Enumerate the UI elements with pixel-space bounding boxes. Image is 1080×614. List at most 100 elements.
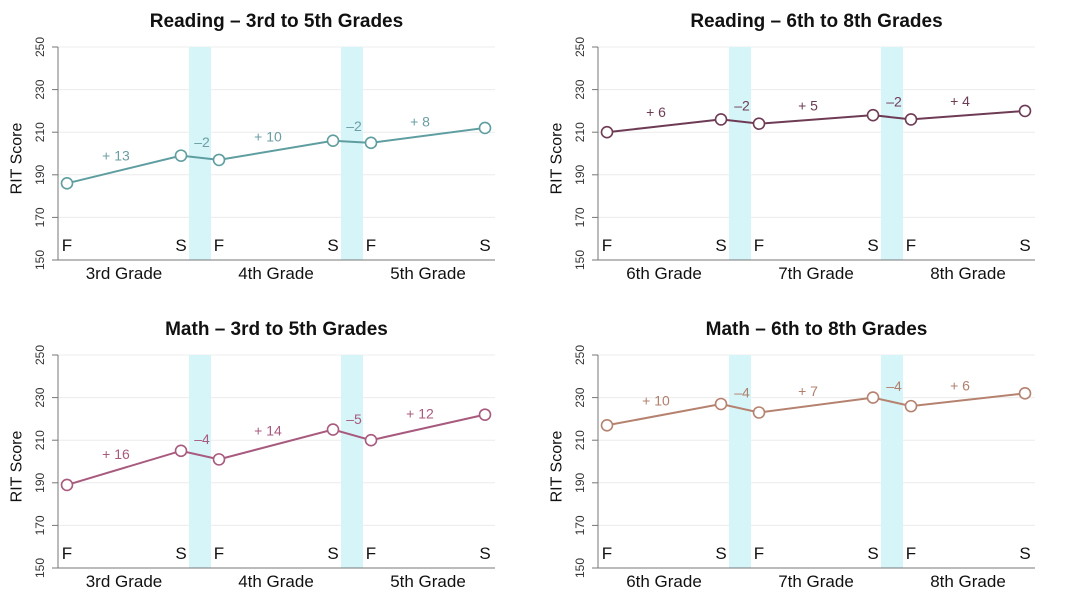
change-label: –4 — [194, 431, 210, 447]
y-tick-label: 190 — [573, 164, 587, 184]
y-tick-label: 210 — [573, 430, 587, 450]
grade-label: 4th Grade — [238, 264, 314, 283]
summer-band — [189, 355, 211, 568]
series-line — [66, 413, 486, 486]
y-tick-label: 250 — [573, 37, 587, 57]
change-label: + 6 — [950, 378, 970, 394]
series-line — [66, 126, 486, 185]
y-tick-label: 210 — [33, 430, 47, 450]
data-point — [866, 391, 880, 404]
data-point — [904, 113, 918, 126]
season-label: S — [175, 236, 186, 255]
change-label: –2 — [886, 93, 902, 109]
change-label: + 8 — [410, 113, 430, 129]
chart-title: Math – 3rd to 5th Grades — [165, 319, 388, 340]
chart-panel: Math – 6th to 8th Grades 150 170 190 210 230 2… — [549, 319, 1035, 591]
chart-panel: Math – 3rd to 5th Grades 150 170 190 210 230 2… — [9, 319, 495, 591]
chart-title: Reading – 6th to 8th Grades — [690, 11, 942, 32]
data-point — [326, 423, 340, 436]
season-label: F — [602, 544, 612, 563]
y-tick-label: 150 — [573, 250, 587, 270]
change-label: + 14 — [254, 422, 282, 438]
grade-label: 6th Grade — [626, 264, 702, 283]
change-label: –5 — [346, 411, 362, 427]
season-label: F — [366, 236, 376, 255]
summer-band — [341, 47, 363, 260]
data-point — [752, 406, 766, 419]
season-label: S — [715, 236, 726, 255]
y-tick-label: 170 — [573, 515, 587, 535]
season-label: F — [62, 236, 72, 255]
change-label: –2 — [346, 118, 362, 134]
grade-label: 8th Grade — [930, 572, 1006, 591]
data-point — [364, 136, 378, 150]
change-label: –4 — [886, 378, 902, 394]
change-label: + 12 — [406, 405, 434, 421]
data-point — [478, 408, 492, 421]
grade-label: 3rd Grade — [86, 264, 163, 283]
data-point — [752, 117, 766, 130]
season-label: F — [754, 544, 764, 563]
grade-label: 8th Grade — [930, 264, 1006, 283]
grade-label: 7th Grade — [778, 264, 854, 283]
data-point — [714, 113, 728, 126]
summer-band — [881, 355, 903, 568]
y-tick-label: 230 — [573, 79, 587, 99]
season-label: S — [327, 236, 338, 255]
season-label: F — [906, 236, 916, 255]
change-label: + 10 — [254, 128, 282, 144]
y-tick-label: 190 — [33, 472, 47, 492]
data-point — [600, 125, 614, 139]
y-tick-label: 250 — [573, 345, 587, 365]
y-tick-label: 170 — [33, 515, 47, 535]
change-label: + 13 — [102, 147, 130, 163]
season-label: F — [602, 236, 612, 255]
grade-label: 5th Grade — [390, 572, 466, 591]
y-tick-label: 210 — [573, 122, 587, 142]
season-label: S — [1019, 544, 1030, 563]
season-label: S — [175, 544, 186, 563]
series-line — [606, 109, 1026, 134]
data-point — [1018, 104, 1032, 118]
y-tick-label: 170 — [33, 207, 47, 227]
y-tick-label: 150 — [573, 558, 587, 578]
summer-band — [881, 47, 903, 260]
data-point — [1018, 387, 1032, 400]
data-point — [60, 177, 74, 190]
change-label: + 5 — [798, 97, 818, 113]
summer-band — [729, 47, 751, 260]
season-label: F — [906, 544, 916, 563]
chart-panel: Reading – 6th to 8th Grades 150 170 190 210 2… — [549, 11, 1035, 283]
data-point — [600, 418, 614, 432]
change-label: + 4 — [950, 93, 970, 109]
season-label: S — [867, 544, 878, 563]
season-label: S — [327, 544, 338, 563]
season-label: F — [214, 544, 224, 563]
y-axis-label: RIT Score — [549, 431, 566, 503]
chart-title: Reading – 3rd to 5th Grades — [150, 11, 403, 32]
y-axis-label: RIT Score — [549, 123, 566, 195]
data-point — [212, 153, 226, 167]
y-tick-label: 150 — [33, 250, 47, 270]
change-label: –4 — [734, 384, 750, 400]
data-point — [174, 149, 188, 162]
y-tick-label: 250 — [33, 37, 47, 57]
chart-title: Math – 6th to 8th Grades — [706, 319, 928, 340]
season-label: F — [214, 236, 224, 255]
change-label: + 10 — [642, 393, 670, 409]
data-point — [714, 397, 728, 411]
change-label: –2 — [194, 134, 210, 150]
summer-band — [341, 355, 363, 568]
season-label: S — [715, 544, 726, 563]
chart-panel: Reading – 3rd to 5th Grades 150 170 190 210 2… — [9, 11, 495, 283]
y-tick-label: 250 — [33, 345, 47, 365]
season-label: S — [479, 236, 490, 255]
y-tick-label: 190 — [573, 472, 587, 492]
data-point — [174, 444, 188, 458]
data-point — [866, 108, 880, 122]
data-point — [212, 453, 226, 466]
summer-band — [189, 47, 211, 260]
y-tick-label: 230 — [33, 79, 47, 99]
change-label: + 7 — [798, 383, 818, 399]
grade-label: 5th Grade — [390, 264, 466, 283]
